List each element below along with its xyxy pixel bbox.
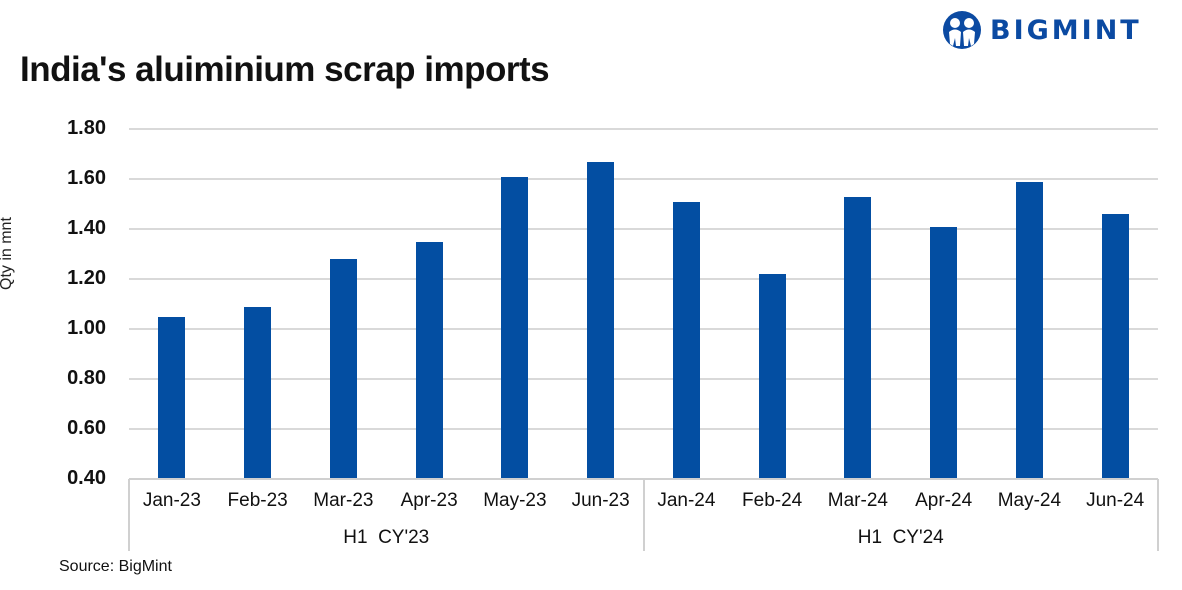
source-note: Source: BigMint [59, 558, 172, 575]
y-tick-label: 1.60 [67, 167, 106, 189]
x-tick-label: Jan-23 [142, 490, 201, 511]
x-tick-label: Jun-23 [571, 490, 630, 511]
y-tick-label: 1.80 [67, 117, 106, 139]
x-group-label: H1 CY'23 [343, 527, 430, 548]
bar-mar-24 [844, 196, 872, 479]
x-tick-label: Feb-23 [227, 490, 288, 511]
bar-jan-23 [158, 316, 186, 479]
x-tick-label: Mar-24 [827, 490, 888, 511]
group-separator [1157, 479, 1159, 551]
x-tick-label: May-23 [483, 490, 547, 511]
y-tick-label: 0.80 [67, 367, 106, 389]
y-tick-label: 1.20 [67, 267, 106, 289]
gridline [129, 428, 1158, 430]
bar-jun-23 [587, 161, 615, 479]
gridline [129, 328, 1158, 330]
x-tick-label: Jan-24 [657, 490, 716, 511]
bigmint-logo: BIGMINT [942, 10, 1142, 50]
x-tick-label: Apr-24 [915, 490, 973, 511]
bar-mar-23 [329, 259, 357, 479]
bar-may-23 [501, 176, 529, 479]
x-tick-label: Mar-23 [313, 490, 374, 511]
gridline [129, 128, 1158, 130]
gridline [129, 278, 1158, 280]
y-tick-label: 0.40 [67, 467, 106, 489]
x-group-label: H1 CY'24 [857, 527, 944, 548]
x-tick-label: May-24 [997, 490, 1062, 511]
y-axis-label: Qty in mnt [0, 217, 15, 290]
group-separator [128, 479, 130, 551]
bar-feb-23 [244, 306, 272, 479]
x-tick-label: Apr-23 [400, 490, 458, 511]
y-tick-label: 1.40 [67, 217, 106, 239]
x-tick-label: Feb-24 [742, 490, 803, 511]
chart-title: India's aluiminium scrap imports [20, 50, 550, 89]
y-tick-label: 0.60 [67, 417, 106, 439]
bar-apr-24 [930, 226, 958, 479]
bar-jan-24 [672, 201, 700, 479]
brand-name: BIGMINT [990, 14, 1142, 46]
x-tick-label: Jun-24 [1086, 490, 1145, 511]
bar-feb-24 [758, 274, 786, 479]
bar-may-24 [1015, 181, 1043, 479]
group-separator [642, 479, 645, 551]
y-tick-label: 1.00 [67, 317, 106, 339]
bar-apr-23 [415, 241, 443, 479]
bigmint-logo-icon [943, 11, 981, 49]
bar-jun-24 [1101, 214, 1129, 479]
gridline [129, 228, 1158, 230]
gridline [129, 378, 1158, 380]
gridline [129, 178, 1158, 180]
